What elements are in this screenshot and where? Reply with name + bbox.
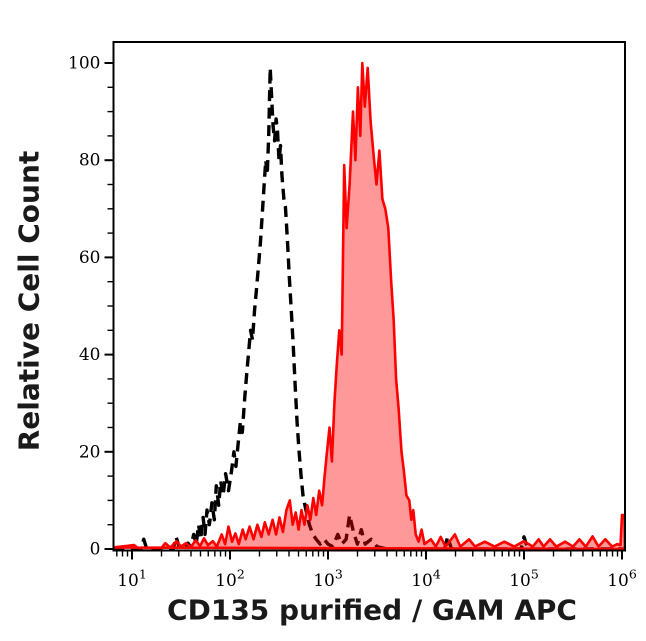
y-axis-title: Relative Cell Count <box>12 150 46 452</box>
y-tick-label: 0 <box>90 540 101 560</box>
black-dashed-histogram <box>113 66 625 551</box>
y-tick-label: 100 <box>68 54 100 74</box>
x-tick-label: 102 <box>215 567 245 592</box>
y-tick-label: 40 <box>79 345 101 365</box>
y-tick-label: 80 <box>79 151 101 171</box>
x-tick-label: 101 <box>117 567 147 592</box>
x-axis-title: CD135 purified / GAM APC <box>167 593 577 627</box>
x-tick-label: 103 <box>313 567 343 592</box>
x-tick-label: 105 <box>509 567 539 592</box>
x-tick-label: 104 <box>411 567 441 592</box>
y-tick-label: 20 <box>79 442 101 462</box>
x-axis-tick-labels: 101 102 103 104 105 106 <box>117 567 637 592</box>
y-axis-tick-labels: 0 20 40 60 80 100 <box>68 54 100 560</box>
axis-ticks <box>104 62 623 560</box>
histogram-series <box>113 61 625 551</box>
x-tick-label: 106 <box>607 567 637 592</box>
y-tick-label: 60 <box>79 248 101 268</box>
plot-border <box>112 41 626 552</box>
red-filled-histogram <box>113 61 625 551</box>
